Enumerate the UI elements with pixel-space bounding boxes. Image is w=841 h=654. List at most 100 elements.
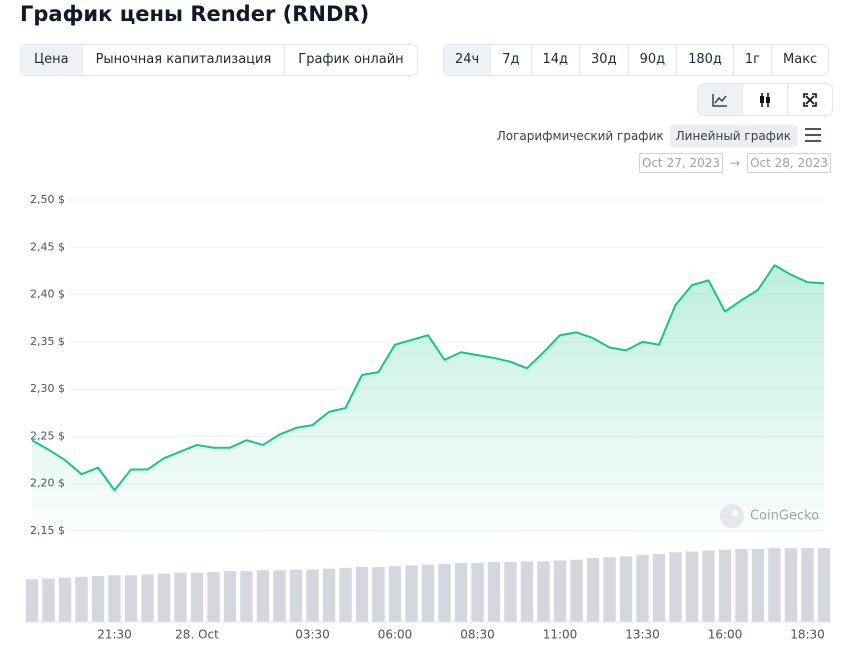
y-tick-label: 2,25 $ bbox=[30, 429, 65, 442]
x-tick-label: 13:30 bbox=[625, 628, 660, 642]
volume-bar bbox=[718, 549, 732, 622]
watermark-logo-eye bbox=[732, 510, 738, 516]
volume-bar bbox=[553, 560, 567, 622]
volume-bar bbox=[537, 561, 550, 622]
volume-bar bbox=[652, 553, 666, 622]
volume-bar bbox=[207, 571, 220, 622]
fullscreen-button[interactable] bbox=[787, 84, 832, 115]
candle-icon bbox=[760, 92, 770, 107]
volume-bar bbox=[339, 567, 352, 622]
period-group: 24ч 7д 14д 30д 90д 180д 1г Макс bbox=[443, 44, 830, 76]
volume-bar bbox=[520, 561, 534, 622]
scale-group: Логарифмический график Линейный график bbox=[491, 125, 797, 147]
x-tick-label: 11:00 bbox=[543, 628, 578, 642]
page-title: График цены Render (RNDR) bbox=[20, 2, 370, 26]
period-button[interactable]: 14д bbox=[530, 45, 580, 75]
volume-bar bbox=[108, 575, 121, 622]
x-tick-label: 16:00 bbox=[708, 628, 743, 642]
volume-bar bbox=[438, 563, 451, 622]
volume-bar bbox=[702, 550, 715, 622]
watermark: CoinGecko bbox=[720, 504, 819, 528]
volume-bar bbox=[157, 573, 171, 622]
period-button[interactable]: 30д bbox=[579, 45, 628, 75]
volume-bar bbox=[784, 548, 798, 622]
period-button[interactable]: Макс bbox=[771, 45, 828, 75]
volume-bar bbox=[751, 549, 765, 622]
volume-bar bbox=[273, 570, 286, 622]
volume-bar bbox=[372, 567, 385, 622]
y-tick-label: 2,35 $ bbox=[30, 335, 65, 348]
volume-bar bbox=[454, 562, 468, 622]
volume-bar bbox=[817, 548, 831, 622]
watermark-logo bbox=[720, 504, 744, 528]
period-button[interactable]: 24ч bbox=[444, 45, 491, 75]
volume-bar bbox=[25, 579, 39, 622]
tab[interactable]: Рыночная капитализация bbox=[81, 45, 285, 75]
scale-option[interactable]: Линейный график bbox=[669, 125, 797, 147]
volume-bar bbox=[636, 554, 649, 622]
volume-bar bbox=[190, 572, 204, 622]
volume-bar bbox=[75, 576, 88, 622]
watermark-text: CoinGecko bbox=[750, 509, 819, 524]
volume-bar bbox=[504, 562, 517, 622]
volume-bar bbox=[141, 574, 154, 622]
period-button[interactable]: 1г bbox=[732, 45, 771, 75]
x-tick-label: 28. Oct bbox=[175, 628, 219, 642]
volume-bar bbox=[685, 551, 699, 622]
volume-bar bbox=[124, 575, 138, 622]
chart-type-group bbox=[697, 83, 833, 116]
volume-bar bbox=[405, 565, 418, 622]
period-button[interactable]: 7д bbox=[490, 45, 530, 75]
scale-option[interactable]: Логарифмический график bbox=[496, 129, 664, 143]
volume-bar bbox=[355, 567, 369, 622]
volume-bar bbox=[586, 558, 600, 622]
volume-bar bbox=[256, 570, 270, 622]
volume-bar bbox=[322, 568, 336, 622]
volume-bar bbox=[801, 548, 814, 622]
line-chart-button[interactable] bbox=[698, 84, 742, 115]
tab-group: Цена Рыночная капитализация График онлайн bbox=[20, 44, 418, 76]
volume-bar bbox=[42, 578, 55, 622]
y-tick-label: 2,40 $ bbox=[30, 288, 65, 301]
volume-bar bbox=[223, 571, 237, 622]
x-tick-label: 18:30 bbox=[790, 628, 825, 642]
volume-bar bbox=[91, 576, 105, 622]
fullscreen-icon bbox=[803, 92, 817, 107]
volume-bar bbox=[487, 562, 501, 622]
volume-bar bbox=[669, 552, 682, 622]
volume-bar bbox=[306, 569, 319, 622]
x-tick-label: 06:00 bbox=[378, 628, 413, 642]
volume-bar bbox=[619, 556, 633, 622]
volume-bar bbox=[603, 557, 616, 622]
x-tick-label: 21:30 bbox=[97, 628, 132, 642]
date-separator: → bbox=[730, 156, 741, 170]
date-to[interactable]: Oct 28, 2023 bbox=[747, 153, 832, 173]
volume-bar bbox=[421, 564, 435, 622]
volume-bar bbox=[735, 549, 748, 622]
date-range: Oct 27, 2023 → Oct 28, 2023 bbox=[639, 153, 832, 173]
volume-bar bbox=[174, 572, 187, 622]
menu-icon[interactable] bbox=[804, 127, 822, 143]
tab[interactable]: Цена bbox=[21, 45, 82, 75]
period-button[interactable]: 90д bbox=[627, 45, 677, 75]
x-tick-label: 08:30 bbox=[460, 628, 495, 642]
line-icon bbox=[712, 93, 727, 107]
volume-bar bbox=[471, 562, 484, 622]
volume-bar bbox=[289, 569, 303, 622]
price-line bbox=[31, 264, 825, 492]
volume-bar bbox=[240, 571, 253, 622]
y-tick-label: 2,50 $ bbox=[30, 193, 65, 206]
area bbox=[32, 265, 824, 531]
volume-bar bbox=[570, 559, 583, 622]
volume-bar bbox=[58, 577, 72, 622]
x-tick-label: 03:30 bbox=[295, 628, 330, 642]
volume-bar bbox=[768, 548, 781, 622]
volume-bar bbox=[388, 566, 402, 622]
tab[interactable]: График онлайн bbox=[284, 45, 416, 75]
date-from[interactable]: Oct 27, 2023 bbox=[639, 153, 723, 173]
candle-chart-button[interactable] bbox=[742, 84, 787, 115]
period-button[interactable]: 180д bbox=[676, 45, 733, 75]
y-tick-label: 2,30 $ bbox=[30, 382, 65, 395]
